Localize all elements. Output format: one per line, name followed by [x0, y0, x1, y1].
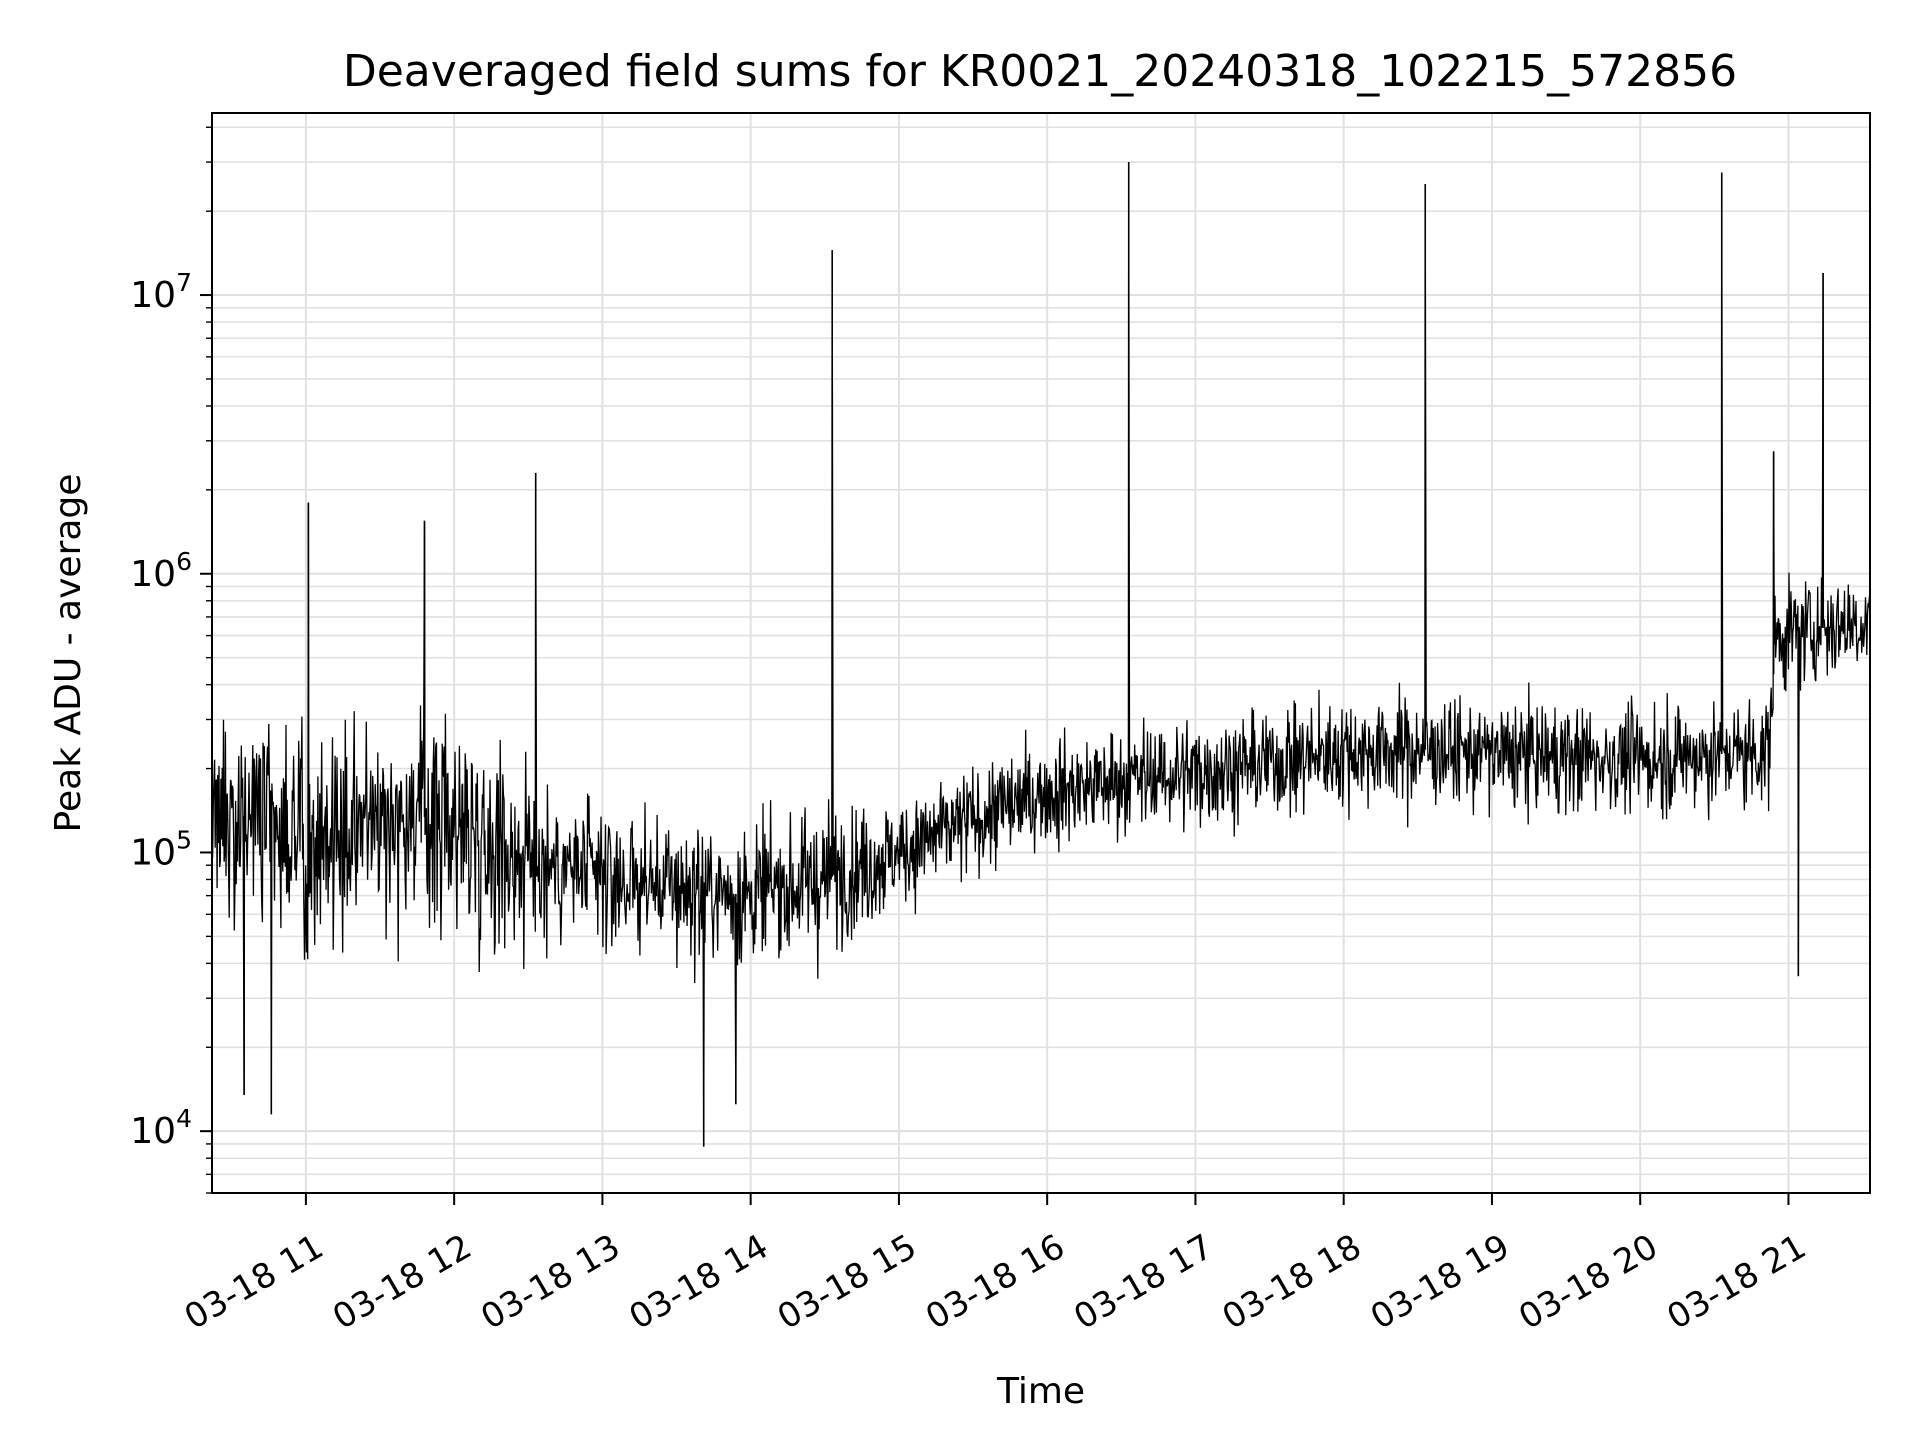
y-tick-exponent: 7 [176, 268, 192, 297]
y-tick-label: 107 [130, 268, 192, 316]
series-line [212, 162, 1870, 1147]
y-tick-label: 104 [130, 1104, 192, 1152]
grid-lines [212, 113, 1870, 1194]
y-tick-base: 10 [130, 1111, 176, 1152]
y-tick-exponent: 5 [176, 825, 192, 854]
plot-frame [211, 112, 1871, 1194]
y-tick-base: 10 [130, 832, 176, 873]
y-tick-label: 106 [130, 547, 192, 595]
y-tick-exponent: 4 [176, 1104, 192, 1133]
x-axis-label: Time [996, 1371, 1085, 1412]
y-tick-label: 105 [130, 825, 192, 873]
y-axis-label: Peak ADU - average [48, 474, 89, 833]
y-tick-base: 10 [130, 275, 176, 316]
y-tick-exponent: 6 [176, 547, 192, 576]
y-tick-base: 10 [130, 554, 176, 595]
chart-title: Deaveraged field sums for KR0021_2024031… [343, 46, 1737, 97]
data-series [212, 162, 1870, 1147]
